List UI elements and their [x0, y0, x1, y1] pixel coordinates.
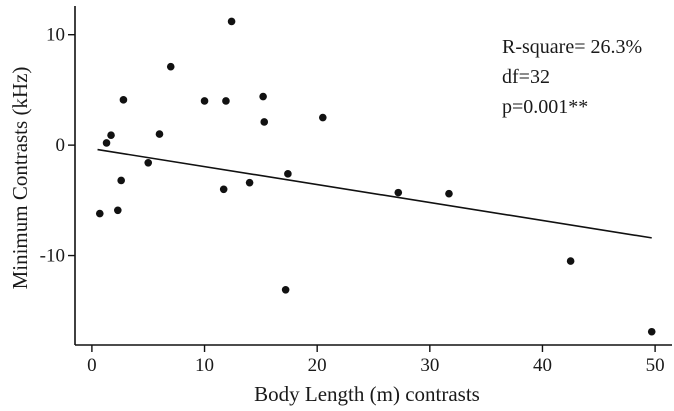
stats-annotation: R-square= 26.3% df=32 p=0.001**: [502, 36, 642, 118]
x-tick-label: 20: [308, 355, 327, 376]
data-point: [114, 206, 122, 215]
data-point: [219, 185, 228, 194]
data-point: [200, 97, 209, 105]
x-tick-label: 40: [533, 355, 552, 376]
data-point: [394, 188, 403, 197]
data-point: [144, 159, 153, 167]
regression-line: [97, 148, 652, 239]
tick-group: 0 10 20 30 40 50 -10 0 10: [40, 25, 665, 376]
data-point: [117, 176, 125, 185]
data-point: [445, 189, 453, 198]
data-point: [227, 17, 236, 26]
x-axis-label: Body Length (m) contrasts: [254, 382, 480, 406]
data-point: [259, 92, 267, 101]
x-tick-label: 10: [195, 355, 214, 376]
x-tick-label: 0: [87, 355, 97, 376]
data-point: [95, 209, 104, 218]
y-tick-label: 10: [46, 25, 65, 46]
data-point: [102, 139, 111, 147]
data-point: [566, 257, 575, 265]
p-value-text: p=0.001**: [502, 96, 588, 118]
data-point: [647, 327, 656, 336]
trendline-group: [97, 148, 652, 239]
data-point: [284, 170, 292, 178]
y-axis-label: Minimum Contrasts (kHz): [8, 67, 32, 290]
data-point: [166, 62, 175, 71]
data-point: [107, 131, 115, 139]
data-point: [260, 118, 269, 126]
y-tick-label: 0: [56, 135, 66, 156]
r-square-text: R-square= 26.3%: [502, 36, 642, 58]
data-point: [281, 285, 290, 294]
df-text: df=32: [502, 66, 550, 88]
points-group: [95, 17, 656, 336]
data-point: [155, 130, 164, 138]
x-tick-label: 50: [646, 355, 665, 376]
data-point: [245, 178, 254, 187]
data-point: [119, 96, 128, 104]
y-tick-label: -10: [40, 246, 65, 267]
axes: [74, 6, 672, 346]
data-point: [319, 113, 327, 122]
data-point: [222, 97, 230, 105]
x-tick-label: 30: [420, 355, 439, 376]
